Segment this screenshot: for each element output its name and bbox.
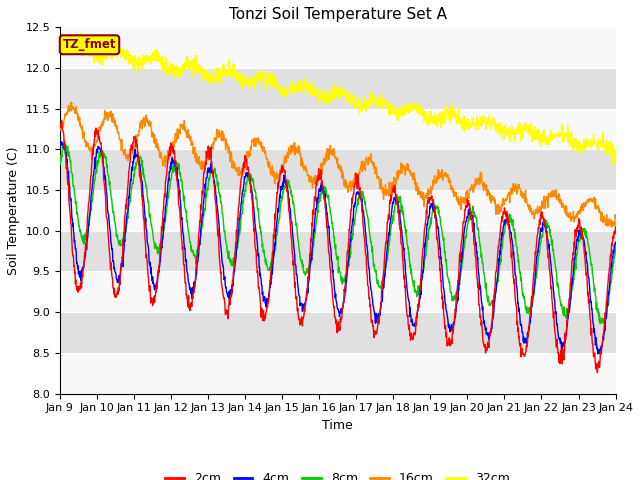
- Bar: [60, 353, 616, 394]
- Bar: [60, 272, 616, 312]
- Text: TZ_fmet: TZ_fmet: [63, 38, 116, 51]
- Bar: [60, 108, 616, 149]
- Bar: [60, 231, 616, 272]
- Legend: 2cm, 4cm, 8cm, 16cm, 32cm: 2cm, 4cm, 8cm, 16cm, 32cm: [161, 467, 515, 480]
- Bar: [60, 312, 616, 353]
- Y-axis label: Soil Temperature (C): Soil Temperature (C): [7, 146, 20, 275]
- Bar: [60, 68, 616, 108]
- Bar: [60, 27, 616, 68]
- Bar: [60, 190, 616, 231]
- X-axis label: Time: Time: [323, 419, 353, 432]
- Bar: [60, 149, 616, 190]
- Title: Tonzi Soil Temperature Set A: Tonzi Soil Temperature Set A: [228, 7, 447, 22]
